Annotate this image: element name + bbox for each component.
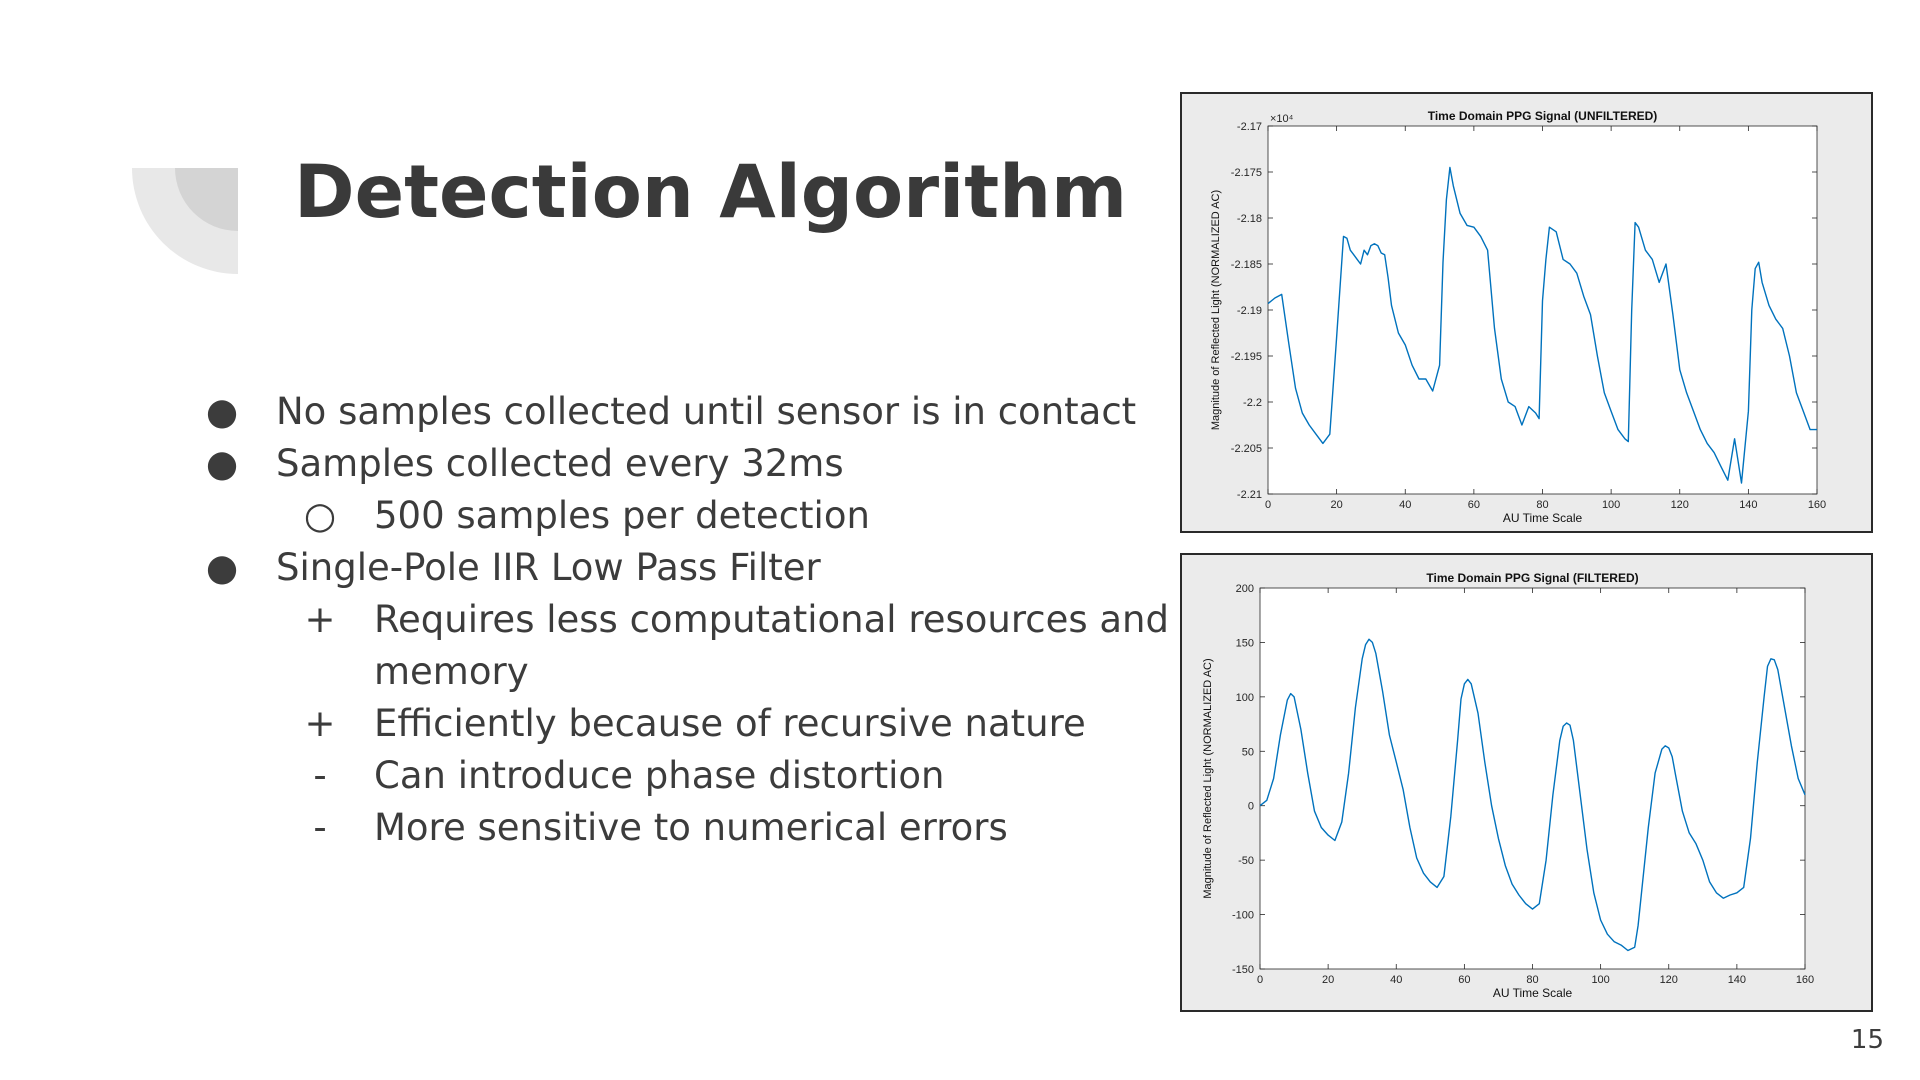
y-tick-label: 200: [1236, 583, 1254, 595]
chart-title: Time Domain PPG Signal (UNFILTERED): [1428, 109, 1658, 123]
y-tick-label: 0: [1248, 801, 1254, 813]
x-tick-label: 0: [1265, 499, 1271, 511]
unfiltered-ppg-chart: 0 20 40 60 80 100 120 140 160 -2.17 -2.175 -2.18 -2.…: [1180, 92, 1873, 533]
x-tick-label: 120: [1671, 499, 1689, 511]
bullet-text: Samples collected every 32ms: [276, 442, 844, 485]
filtered-chart-canvas: 0 20 40 60 80 100 120 140 160 200 150 100 50 0 -50 -100…: [1202, 571, 1814, 1000]
y-tick-label: -2.185: [1231, 259, 1262, 271]
y-tick-label: -2.19: [1237, 305, 1262, 317]
bullet-marker: +: [304, 598, 336, 641]
page-number: 15: [1850, 1025, 1884, 1055]
bullet-text: 500 samples per detection: [374, 494, 870, 537]
bullet-text: Single-Pole IIR Low Pass Filter: [276, 546, 821, 589]
x-tick-label: 140: [1728, 974, 1746, 986]
bullet-text: memory: [374, 650, 529, 693]
x-tick-label: 100: [1591, 974, 1609, 986]
x-tick-label: 20: [1331, 499, 1343, 511]
x-axis-label: AU Time Scale: [1493, 986, 1573, 1000]
x-tick-label: 20: [1322, 974, 1334, 986]
y-tick-label: -50: [1238, 855, 1254, 867]
series-line: [1259, 638, 1806, 952]
x-tick-label: 0: [1257, 974, 1263, 986]
unfiltered-chart-canvas: 0 20 40 60 80 100 120 140 160 -2.17 -2.175 -2.18 -2.…: [1210, 109, 1826, 525]
bullet-text: No samples collected until sensor is in …: [276, 390, 1137, 433]
x-tick-label: 60: [1458, 974, 1470, 986]
y-axis-exponent-label: ×10⁴: [1270, 113, 1294, 125]
y-tick-label: -2.195: [1231, 351, 1262, 363]
x-tick-label: 160: [1796, 974, 1814, 986]
y-tick-label: -2.17: [1237, 121, 1262, 133]
y-axis-label: Magnitude of Reflected Light (NORMALIZED…: [1210, 190, 1222, 430]
x-tick-label: 100: [1602, 499, 1620, 511]
y-tick-label: 100: [1236, 692, 1254, 704]
x-tick-label: 40: [1399, 499, 1411, 511]
x-tick-label: 120: [1660, 974, 1678, 986]
bullet-marker: -: [313, 806, 327, 849]
bullet-marker: -: [313, 754, 327, 797]
x-axis-label: AU Time Scale: [1503, 511, 1583, 525]
bullet-marker: ●: [205, 390, 239, 433]
y-tick-label: -2.2: [1243, 397, 1262, 409]
bullet-text: Can introduce phase distortion: [374, 754, 945, 797]
y-tick-label: 150: [1236, 637, 1254, 649]
series-line: [1267, 166, 1817, 484]
chart-title: Time Domain PPG Signal (FILTERED): [1426, 571, 1638, 585]
y-tick-label: -2.21: [1237, 489, 1262, 501]
bullet-text: Requires less computational resources an…: [374, 598, 1169, 641]
x-tick-label: 80: [1536, 499, 1548, 511]
y-tick-label: -100: [1232, 910, 1254, 922]
plot-area: [1259, 587, 1806, 970]
decorative-quarter-circle-small: [175, 168, 238, 231]
bullet-marker: +: [304, 702, 336, 745]
decorative-corner-shape: [132, 168, 238, 274]
x-tick-label: 160: [1808, 499, 1826, 511]
x-tick-label: 40: [1390, 974, 1402, 986]
y-tick-label: -2.175: [1231, 167, 1262, 179]
bullet-text: Efficiently because of recursive nature: [374, 702, 1086, 745]
bullet-marker: ●: [205, 546, 239, 589]
x-tick-label: 140: [1739, 499, 1757, 511]
bullet-text: More sensitive to numerical errors: [374, 806, 1008, 849]
x-tick-label: 60: [1468, 499, 1480, 511]
y-tick-label: 50: [1242, 746, 1254, 758]
y-tick-label: -2.205: [1231, 443, 1262, 455]
y-tick-label: -150: [1232, 964, 1254, 976]
slide-title: Detection Algorithm: [294, 150, 1128, 235]
bullet-marker: ●: [205, 442, 239, 485]
y-tick-label: -2.18: [1237, 213, 1262, 225]
filtered-ppg-chart: 0 20 40 60 80 100 120 140 160 200 150 100 50 0 -50 -100…: [1180, 553, 1873, 1012]
bullet-marker: ○: [303, 494, 337, 537]
y-axis-label: Magnitude of Reflected Light (NORMALIZED…: [1202, 658, 1214, 898]
x-tick-label: 80: [1526, 974, 1538, 986]
